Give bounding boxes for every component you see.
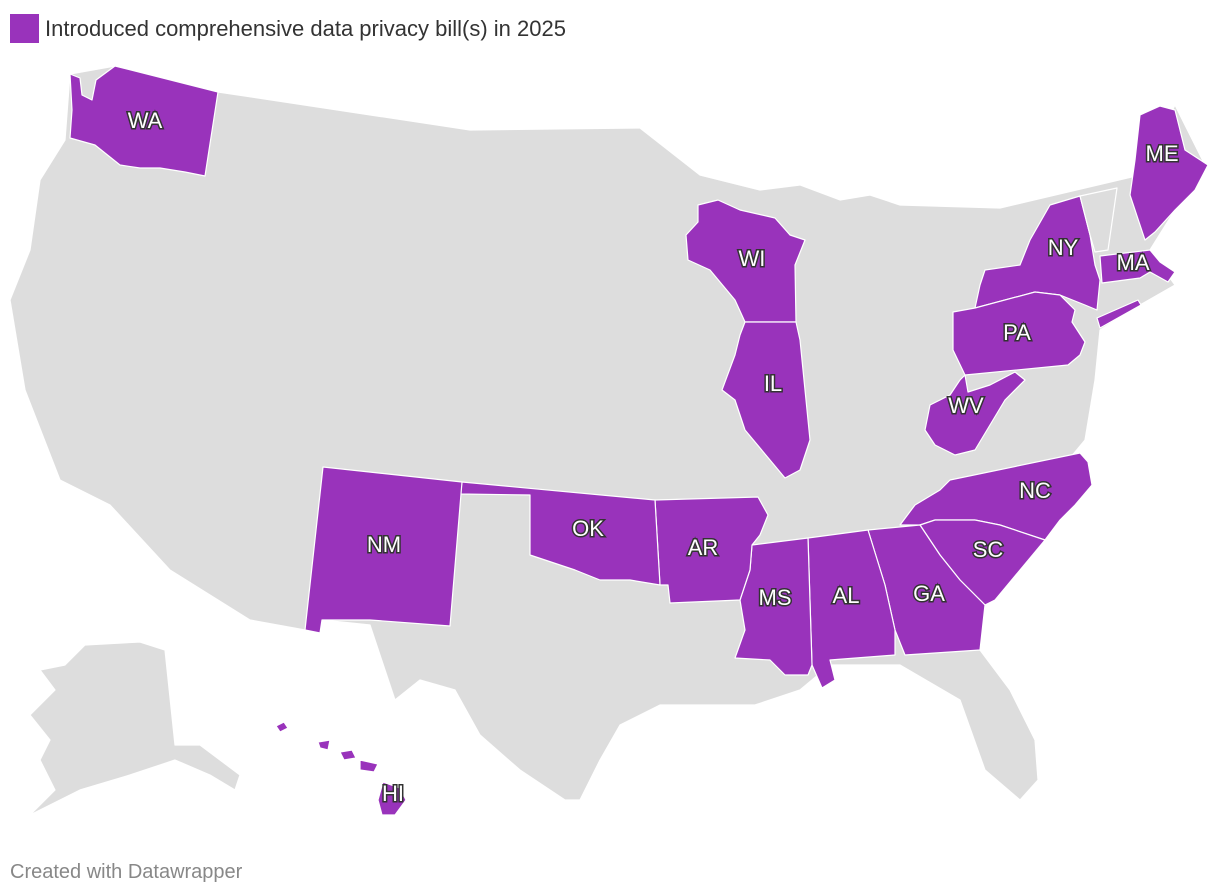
credit-footer: Created with Datawrapper — [10, 861, 243, 883]
state-ok — [459, 481, 661, 586]
state-pa — [952, 291, 1086, 376]
label-nm: NM — [367, 532, 401, 557]
label-ok: OK — [572, 516, 604, 541]
state-vt — [1079, 187, 1118, 253]
label-pa: PA — [1003, 320, 1031, 345]
state-nm — [304, 466, 463, 634]
state-base-contiguous — [9, 65, 1206, 801]
label-ar: AR — [688, 535, 719, 560]
legend: Introduced comprehensive data privacy bi… — [10, 14, 566, 43]
label-hi: HI — [382, 781, 404, 806]
state-ny-li — [1096, 299, 1142, 329]
state-al — [807, 529, 896, 689]
label-ma: MA — [1117, 250, 1150, 275]
state-hi-4 — [359, 759, 379, 773]
state-wv — [924, 371, 1026, 456]
state-hi-3 — [339, 749, 357, 761]
label-wv: WV — [948, 393, 984, 418]
legend-swatch — [10, 14, 39, 43]
label-wa: WA — [128, 108, 163, 133]
label-al: AL — [833, 583, 860, 608]
state-hi-2 — [317, 739, 331, 751]
state-ar — [654, 496, 769, 604]
label-nc: NC — [1019, 478, 1051, 503]
state-wa — [69, 65, 219, 177]
state-il — [721, 321, 811, 479]
label-wi: WI — [739, 246, 766, 271]
label-il: IL — [764, 371, 782, 396]
label-ms: MS — [759, 585, 792, 610]
label-me: ME — [1146, 141, 1179, 166]
state-hi-5 — [377, 781, 407, 816]
label-sc: SC — [973, 537, 1004, 562]
state-hi-1 — [275, 721, 289, 733]
legend-label: Introduced comprehensive data privacy bi… — [45, 15, 566, 41]
state-me — [1129, 105, 1209, 241]
state-base-ak — [29, 641, 241, 816]
label-ga: GA — [913, 581, 945, 606]
label-ny: NY — [1048, 235, 1079, 260]
state-ma — [1099, 249, 1176, 284]
